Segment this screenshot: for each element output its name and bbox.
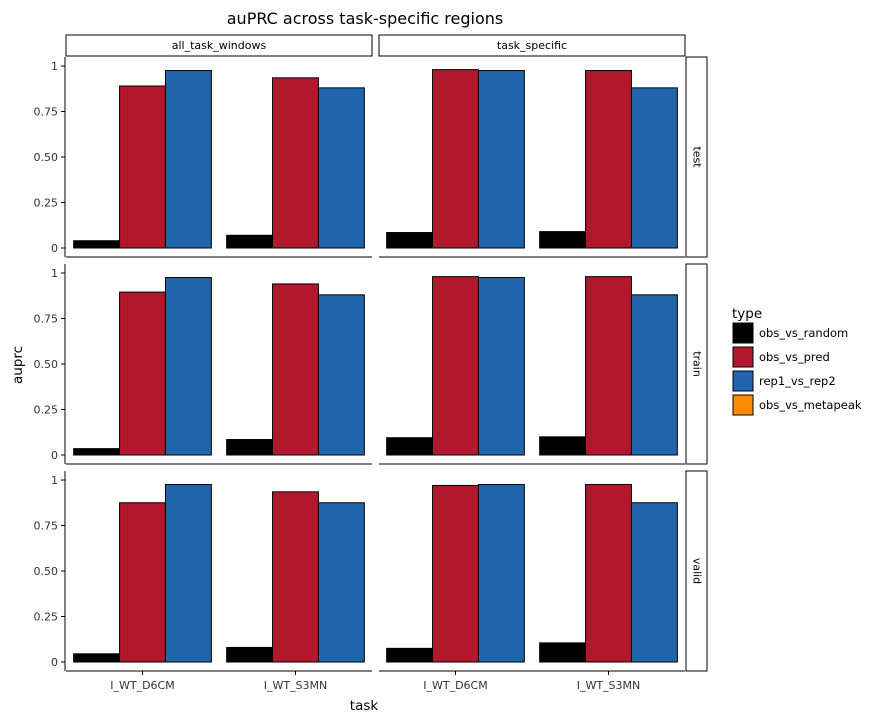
bar-obs_vs_random [539, 436, 587, 456]
y-tick-label: 0.25 [34, 611, 59, 624]
facet-strip-label: test [691, 146, 704, 168]
bar-obs_vs_pred [585, 484, 632, 663]
y-tick-label: 1 [51, 474, 58, 487]
chart-title: auPRC across task-specific regions [227, 9, 503, 28]
bar-rep1_vs_rep2 [164, 70, 212, 249]
y-tick-label: 0.25 [34, 404, 59, 417]
bar-rep1_vs_rep2 [317, 502, 365, 663]
bar-obs_vs_pred [119, 85, 166, 249]
bar-obs_vs_pred [119, 291, 166, 456]
legend-swatch-obs_vs_metapeak [732, 394, 754, 416]
legend-label: obs_vs_pred [759, 350, 830, 364]
y-tick-label: 1 [51, 267, 58, 280]
y-tick-label: 1 [51, 60, 58, 73]
bar-obs_vs_random [226, 439, 274, 456]
legend-label: obs_vs_metapeak [759, 398, 862, 412]
bar-obs_vs_random [539, 642, 587, 663]
bar-obs_vs_pred [432, 484, 479, 663]
legend: obs_vs_random obs_vs_pred rep1_vs_rep2 obs_… [732, 322, 862, 416]
facet-strip-label: task_specific [497, 39, 567, 52]
y-tick-label: 0 [51, 656, 58, 669]
bar-rep1_vs_rep2 [317, 294, 365, 456]
y-tick-label: 0.50 [34, 358, 59, 371]
bar-rep1_vs_rep2 [477, 484, 525, 663]
y-tick-label: 0.50 [34, 565, 59, 578]
x-tick-label: I_WT_D6CM [110, 679, 174, 692]
y-tick-label: 0 [51, 242, 58, 255]
bar-rep1_vs_rep2 [477, 277, 525, 456]
bar-obs_vs_random [73, 653, 121, 663]
y-tick-label: 0.25 [34, 197, 59, 210]
bar-rep1_vs_rep2 [630, 294, 678, 456]
facet-strip-test [685, 56, 708, 258]
bar-obs_vs_random [226, 646, 274, 663]
legend-swatch-obs_vs_random [732, 322, 754, 344]
facet-strip-task_specific [378, 34, 686, 57]
facet-strip-train [685, 263, 708, 465]
bar-obs_vs_random [539, 231, 587, 249]
bar-rep1_vs_rep2 [317, 87, 365, 249]
legend-label: rep1_vs_rep2 [759, 374, 836, 388]
bar-rep1_vs_rep2 [477, 70, 525, 249]
y-tick-label: 0.50 [34, 151, 59, 164]
bar-obs_vs_pred [432, 69, 479, 249]
bar-rep1_vs_rep2 [630, 87, 678, 249]
y-tick-label: 0.75 [34, 106, 59, 119]
bar-obs_vs_pred [585, 70, 632, 249]
facet-strip-valid [685, 470, 708, 672]
legend-label: obs_vs_random [759, 326, 848, 340]
facet-strip-label: valid [691, 558, 704, 584]
bar-rep1_vs_rep2 [164, 277, 212, 456]
y-axis-title: auprc [10, 346, 26, 384]
bar-obs_vs_pred [272, 283, 319, 456]
bar-obs_vs_pred [585, 276, 632, 456]
x-tick-label: I_WT_S3MN [577, 679, 641, 692]
x-axis-title: task [350, 698, 379, 714]
bar-obs_vs_pred [272, 491, 319, 663]
bar-obs_vs_random [386, 647, 434, 663]
x-tick-label: I_WT_S3MN [264, 679, 328, 692]
bar-obs_vs_pred [119, 502, 166, 663]
y-tick-label: 0.75 [34, 520, 59, 533]
x-tick-label: I_WT_D6CM [423, 679, 487, 692]
bar-rep1_vs_rep2 [630, 502, 678, 663]
bar-obs_vs_pred [272, 77, 319, 249]
legend-title: type [732, 306, 762, 322]
bar-obs_vs_random [226, 234, 274, 249]
facet-strip-label: train [691, 351, 704, 377]
legend-swatch-obs_vs_pred [732, 346, 754, 368]
facet-strip-all_task_windows [65, 34, 373, 57]
bar-obs_vs_random [386, 437, 434, 456]
bar-obs_vs_pred [432, 276, 479, 456]
bar-obs_vs_random [73, 448, 121, 456]
y-tick-label: 0.75 [34, 313, 59, 326]
bar-obs_vs_random [386, 232, 434, 249]
bar-obs_vs_random [73, 240, 121, 249]
legend-swatch-rep1_vs_rep2 [732, 370, 754, 392]
y-tick-label: 0 [51, 449, 58, 462]
bar-rep1_vs_rep2 [164, 484, 212, 663]
facet-strip-label: all_task_windows [172, 39, 267, 52]
